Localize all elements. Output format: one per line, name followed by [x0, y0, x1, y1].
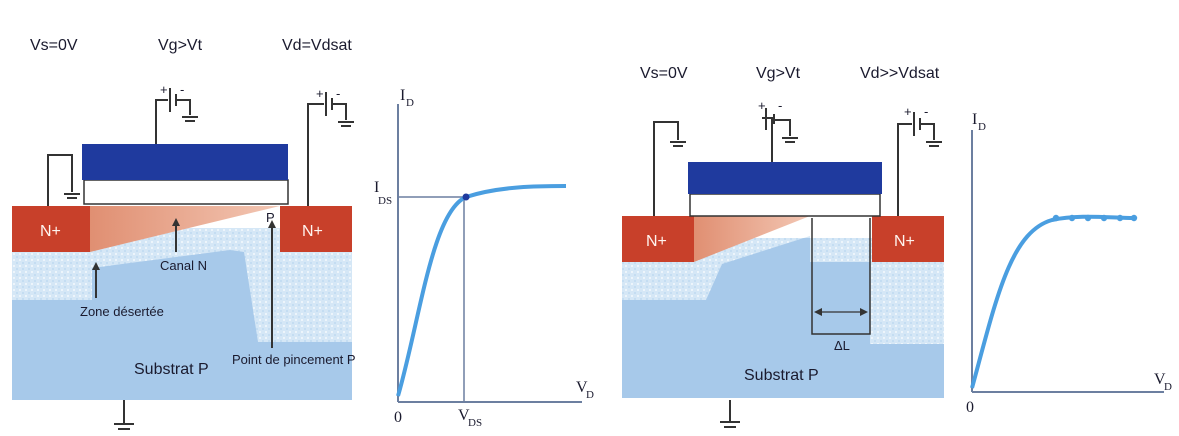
svg-text:+: +: [904, 104, 912, 119]
left-x-axis-label: V: [576, 379, 588, 396]
left-iv-curve: [396, 184, 567, 397]
right-x-axis-sub: D: [1164, 381, 1172, 393]
left-source-nplus: [12, 206, 90, 252]
svg-text:+: +: [160, 82, 168, 97]
svg-text:-: -: [778, 98, 782, 113]
left-oxide: [83, 179, 289, 205]
right-sat-dot-1: [1052, 214, 1060, 222]
right-sat-dot-5: [1116, 214, 1124, 222]
left-y-axis-sub: D: [406, 97, 414, 109]
right-y-axis-label: I: [972, 111, 977, 128]
right-sat-dot-6: [1130, 214, 1138, 222]
left-drain-nplus: [280, 206, 352, 252]
left-channel: [90, 206, 280, 252]
right-vd-label: Vd>>Vdsat: [860, 65, 940, 82]
left-ids-label: I: [374, 179, 379, 196]
right-drain-nplus: [872, 216, 944, 262]
left-drain-label: N+: [302, 223, 323, 240]
right-y-axis-sub: D: [978, 121, 986, 133]
right-sat-dot-4: [1100, 214, 1108, 222]
svg-text:-: -: [336, 86, 340, 101]
right-plot: I D V D 0: [966, 111, 1172, 416]
right-sat-dot-2: [1068, 214, 1076, 222]
right-iv-curve: [970, 214, 1135, 389]
right-delta-label: ΔL: [834, 338, 850, 353]
left-channel-label: Canal N: [160, 258, 207, 273]
right-origin: 0: [966, 399, 974, 416]
left-gate: [82, 144, 288, 180]
right-x-axis-label: V: [1154, 371, 1166, 388]
right-drain-label: N+: [894, 233, 915, 250]
right-source-nplus: [622, 216, 694, 262]
right-vg-label: Vg>Vt: [756, 65, 801, 82]
left-vds-tick: V: [458, 407, 470, 424]
left-vds-tick-sub: DS: [468, 417, 482, 429]
left-pinch-mark: P: [266, 210, 275, 225]
left-pinch-point-label: Point de pincement P: [232, 352, 356, 367]
svg-text:+: +: [316, 86, 324, 101]
left-depletion-zone: [12, 228, 352, 342]
left-vd-label: Vd=Vdsat: [282, 37, 352, 54]
right-gate: [688, 162, 882, 194]
right-source-label: N+: [646, 233, 667, 250]
left-vs-label: Vs=0V: [30, 37, 78, 54]
right-oxide: [689, 193, 881, 217]
svg-text:-: -: [924, 104, 928, 119]
svg-text:+: +: [758, 98, 766, 113]
right-vs-label: Vs=0V: [640, 65, 688, 82]
left-ids-sub: DS: [378, 195, 392, 207]
left-substrate-label: Substrat P: [134, 361, 209, 378]
left-pinch-dot: [462, 193, 470, 201]
left-depletion-label: Zone désertée: [80, 304, 164, 319]
left-origin: 0: [394, 409, 402, 426]
right-substrate-label: Substrat P: [744, 367, 819, 384]
left-source-label: N+: [40, 223, 61, 240]
svg-text:-: -: [180, 82, 184, 97]
left-y-axis-label: I: [400, 87, 405, 104]
right-transistor: + - + - Vs=0V Vg>Vt Vd>>Vdsat N+ N+ ΔL S…: [622, 65, 944, 428]
right-sat-dot-3: [1084, 214, 1092, 222]
right-depletion-zone: [622, 236, 944, 344]
left-vg-label: Vg>Vt: [158, 37, 203, 54]
left-plot: I D I DS V D V DS 0: [374, 87, 594, 429]
right-channel: [694, 216, 810, 262]
left-transistor: + - + - Vs=0V Vg>Vt Vd=Vdsat N+ N+ P Can…: [12, 37, 356, 430]
left-x-axis-sub: D: [586, 389, 594, 401]
